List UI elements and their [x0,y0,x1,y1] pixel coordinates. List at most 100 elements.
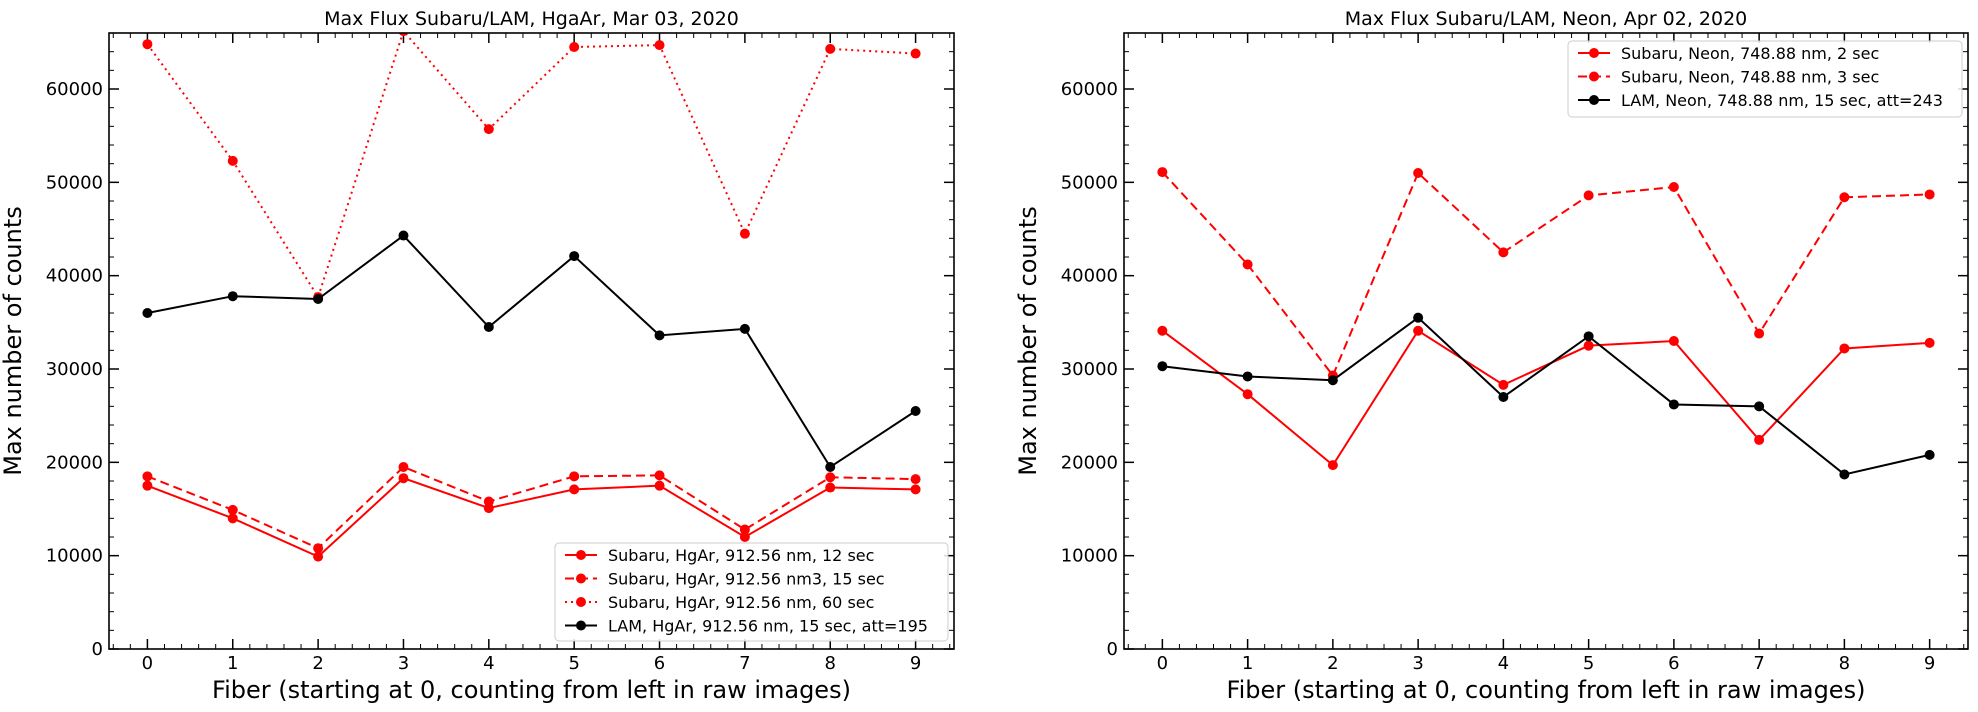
data-point [142,480,153,491]
legend-frame [1567,40,1963,118]
data-point [142,39,153,50]
x-tick-label: 5 [1583,653,1594,674]
data-point [739,532,750,542]
data-point [910,474,921,485]
series-line [147,477,916,558]
legend-entry: Subaru, HgAr, 912.56 nm, 12 sec [565,546,874,565]
x-tick-label: 2 [312,653,323,674]
x-tick-label: 3 [1412,653,1423,674]
y-tick-label: 50000 [1061,172,1118,193]
x-tick-label: 0 [1157,653,1168,674]
data-point [1754,434,1765,445]
plot-frame [1123,32,1969,650]
data-point [569,471,580,482]
data-point [739,228,750,239]
legend-marker [576,550,586,560]
data-point [569,42,580,52]
plot-area [142,33,921,562]
data-point [1839,469,1850,480]
data-point [398,230,409,241]
legend-label: Subaru, Neon, 748.88 nm, 3 sec [1621,68,1879,87]
x-axis-label: Fiber (starting at 0, counting from left… [212,676,851,704]
data-point [313,551,324,562]
data-point [1498,392,1509,402]
data-point [142,308,153,318]
data-point [1754,401,1765,412]
data-point [654,480,665,491]
legend-label: Subaru, HgAr, 912.56 nm, 12 sec [608,546,874,565]
chart-title: Max Flux Subaru/LAM, Neon, Apr 02, 2020 [1345,8,1748,30]
legend-entry: Subaru, Neon, 748.88 nm, 2 sec [1578,44,1879,63]
data-point [1413,168,1424,178]
y-axis-label: Max number of counts [1014,206,1042,476]
data-point [1583,190,1594,201]
data-point [825,462,836,472]
data-point [1157,361,1168,372]
y-tick-label: 20000 [1061,452,1118,473]
x-tick-label: 5 [568,653,579,674]
plot-frame [108,32,955,650]
data-point [1668,182,1679,192]
data-point [1924,449,1935,460]
x-tick-label: 7 [1753,653,1764,674]
legend-label: LAM, HgAr, 912.56 nm, 15 sec, att=195 [608,617,928,636]
x-tick-label: 9 [910,653,921,674]
data-point [1242,389,1253,400]
y-tick-label: 40000 [1061,266,1118,287]
x-tick-label: 6 [654,653,665,674]
x-tick-label: 8 [825,653,836,674]
data-point [1924,189,1935,200]
y-tick-label: 40000 [46,266,103,287]
data-point [654,330,665,341]
data-point [910,484,921,495]
data-point [227,504,238,515]
data-point [483,322,494,332]
x-tick-label: 4 [1498,653,1509,674]
data-point [569,251,580,262]
legend-marker [576,620,586,631]
legend-label: LAM, Neon, 748.88 nm, 15 sec, att=243 [1621,91,1943,110]
y-tick-label: 60000 [1061,79,1118,100]
series-line [146,33,916,300]
data-point [1157,325,1168,336]
x-tick-label: 9 [1924,653,1935,674]
data-point [825,472,836,483]
x-tick-label: 1 [1242,653,1253,674]
data-point [1839,192,1850,203]
legend-label: Subaru, HgAr, 912.56 nm, 60 sec [608,593,874,612]
series-line [1161,329,1930,467]
data-point [1668,336,1679,346]
series-line [1162,316,1930,476]
legend-marker [1589,95,1599,105]
data-point [825,43,836,54]
x-tick-label: 4 [483,653,494,674]
x-tick-label: 0 [142,653,153,674]
legend-entry: Subaru, Neon, 748.88 nm, 3 sec [1578,68,1879,87]
legend-entry: Subaru, HgAr, 912.56 nm3, 15 sec [565,570,885,589]
legend-marker [1589,48,1599,58]
data-point [1242,371,1253,382]
data-point [1327,460,1338,471]
y-tick-label: 10000 [46,546,103,567]
x-tick-label: 2 [1327,653,1338,674]
data-point [1583,340,1594,351]
data-point [227,155,238,166]
data-point [1498,379,1509,390]
legend-marker [576,573,586,584]
series-line [147,465,916,550]
data-point [1839,343,1850,354]
y-tick-label: 20000 [46,452,103,473]
legend-entry: Subaru, HgAr, 912.56 nm, 60 sec [565,593,874,612]
legend-frame [554,542,949,642]
legend-marker [576,597,586,607]
x-tick-label: 3 [398,653,409,674]
legend-entry: LAM, Neon, 748.88 nm, 15 sec, att=243 [1578,91,1943,110]
data-point [1413,325,1424,336]
legend-label: Subaru, HgAr, 912.56 nm3, 15 sec [608,570,885,589]
legend-entry: LAM, HgAr, 912.56 nm, 15 sec, att=195 [565,617,928,636]
legend-label: Subaru, Neon, 748.88 nm, 2 sec [1621,44,1879,63]
data-point [398,462,409,472]
data-point [654,470,665,481]
series-line [1161,171,1930,378]
